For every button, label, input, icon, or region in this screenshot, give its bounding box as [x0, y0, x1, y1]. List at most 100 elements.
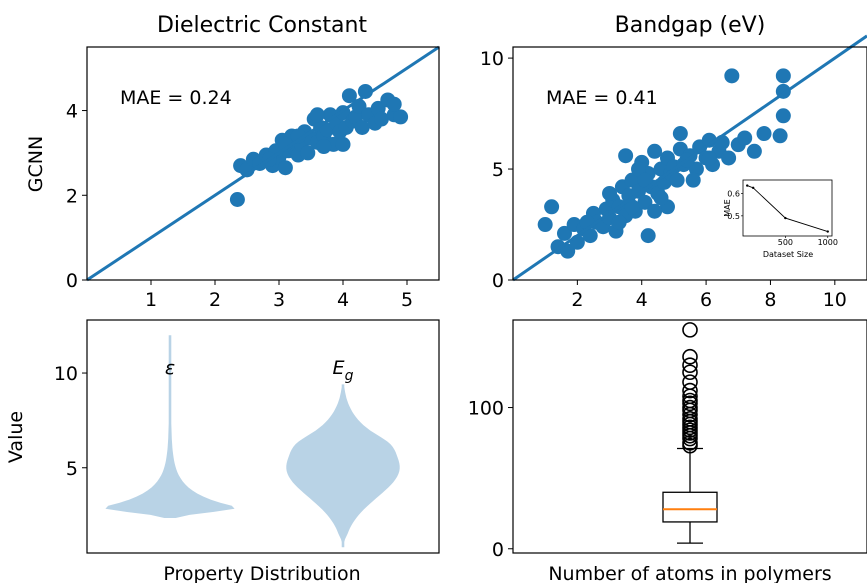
dielectric-point: [277, 160, 293, 176]
inset-frame: [742, 179, 833, 237]
bandgap-fit-line: [512, 34, 867, 282]
bandgap-point: [618, 148, 634, 164]
dielectric-point: [335, 136, 351, 152]
dielectric-xtick-label: 5: [401, 289, 413, 311]
dielectric-fit-line: [86, 45, 440, 282]
bandgap-points: [537, 68, 791, 259]
bandgap-point: [737, 130, 753, 146]
dielectric-point: [300, 145, 316, 161]
dielectric-xticks: 1 2 3 4 5: [145, 280, 413, 311]
violin-label-eg: Eg: [333, 357, 354, 384]
inset-xticks: 500 1000: [778, 236, 838, 247]
dielectric-xtick-label: 1: [145, 289, 157, 311]
inset-point: [826, 230, 829, 233]
bandgap-point: [624, 172, 640, 188]
dielectric-xtick-label: 3: [273, 289, 285, 311]
bandgap-point: [637, 172, 653, 188]
bandgap-point: [672, 126, 688, 142]
dielectric-point: [354, 119, 370, 135]
bandgap-point: [647, 143, 663, 159]
box-outlier: [682, 322, 698, 338]
bandgap-point: [556, 225, 572, 241]
inset-xlabel: Dataset Size: [763, 250, 813, 259]
bandgap-point: [775, 68, 791, 84]
violin-ytick-label: 10: [54, 363, 78, 385]
bandgap-point: [647, 203, 663, 219]
violin-label-eg-main: E: [333, 357, 345, 379]
box-yticks: 0 100: [468, 398, 513, 561]
bandgap-point: [624, 199, 640, 215]
box-outlier: [682, 364, 698, 381]
bandgap-point: [701, 132, 717, 148]
panel-box: 0 100 Number of atoms in polymers: [468, 319, 867, 583]
bandgap-xtick-label: 2: [571, 289, 583, 311]
dielectric-ytick-label: 4: [66, 101, 78, 123]
bandgap-point: [746, 143, 762, 159]
dielectric-xtick-label: 2: [209, 289, 221, 311]
bandgap-point: [582, 228, 598, 244]
dielectric-point: [373, 111, 389, 127]
dielectric-point: [229, 192, 245, 208]
bandgap-xtick-label: 10: [823, 289, 847, 311]
inset-ylabel: MAE: [723, 199, 732, 216]
box-outlier: [682, 374, 698, 390]
box-outlier: [682, 382, 698, 399]
dielectric-point: [277, 136, 293, 152]
panel-bandgap: Bandgap (eV) MAE = 0.41 2 4 6 8 10 0 5 10 500 1…: [480, 13, 867, 311]
bandgap-point: [721, 150, 737, 166]
panel-dielectric: Dielectric Constant MAE = 0.24 1 2 3 4 5 0 2 4…: [25, 13, 440, 311]
bandgap-point: [772, 128, 788, 144]
bandgap-point: [544, 199, 560, 215]
violin-frame: [86, 319, 440, 554]
inset-yticks: 0.5 0.6: [727, 189, 743, 221]
bandgap-xtick-label: 4: [636, 289, 648, 311]
bandgap-point: [685, 172, 701, 188]
bandgap-point: [653, 190, 669, 206]
violin-epsilon: [105, 335, 235, 518]
inset-point: [784, 216, 787, 220]
bandgap-xtick-label: 8: [764, 289, 776, 311]
box-outlier: [682, 399, 698, 416]
bandgap-ytick-label: 0: [492, 270, 504, 292]
bandgap-mae: MAE = 0.41: [546, 87, 658, 109]
inset-points: [746, 184, 829, 233]
inset-xtick-label: 500: [778, 238, 793, 247]
dielectric-point: [393, 109, 409, 125]
bandgap-title: Bandgap (eV): [615, 13, 766, 38]
bandgap-point: [537, 217, 553, 233]
box-ytick-label: 0: [492, 539, 504, 561]
bandgap-point: [631, 161, 647, 177]
box-outliers: [682, 322, 698, 454]
dielectric-point: [386, 96, 402, 112]
dielectric-title: Dielectric Constant: [157, 13, 367, 38]
panel-violin: ε Eg 5 10 Value Property Distribution: [5, 319, 440, 583]
box-outlier: [682, 411, 698, 427]
bandgap-point: [640, 228, 656, 244]
dielectric-point: [357, 83, 373, 99]
violin-label-eg-sub: g: [345, 368, 354, 384]
bandgap-point: [756, 126, 772, 142]
bandgap-point: [775, 108, 791, 124]
violin-ytick-label: 5: [66, 458, 78, 480]
inset-point: [746, 184, 749, 187]
dielectric-mae: MAE = 0.24: [120, 87, 232, 109]
bandgap-ytick-label: 10: [480, 48, 504, 70]
bandgap-point: [724, 68, 740, 84]
bandgap-point: [602, 185, 618, 201]
dielectric-point: [309, 107, 325, 123]
bandgap-yticks: 0 5 10: [480, 48, 513, 292]
inset-point: [751, 186, 755, 190]
dielectric-points: [229, 83, 409, 208]
violin-xlabel: Property Distribution: [163, 563, 360, 583]
bandgap-point: [669, 172, 685, 188]
inset-mae-vs-size: 500 1000 0.5 0.6 Dataset Size MAE: [723, 179, 838, 259]
inset-ytick-label: 0.6: [727, 189, 740, 198]
dielectric-yticks: 0 2 4: [66, 101, 87, 292]
gcnn-ylabel: GCNN: [25, 136, 47, 192]
violin-bandgap: [286, 384, 400, 548]
inset-line: [747, 185, 828, 232]
violin-yticks: 5 10: [54, 363, 87, 480]
box-outlier: [682, 357, 698, 373]
box-outlier: [682, 392, 698, 409]
